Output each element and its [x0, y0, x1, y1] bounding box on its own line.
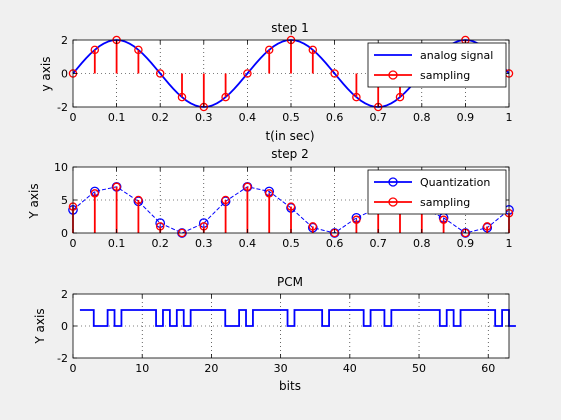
step1-xlabel: t(in sec)	[265, 129, 314, 143]
step2-legend-box	[367, 169, 507, 215]
pcm-xtick-label: 50	[412, 362, 426, 375]
step1-xtick-label: 0.4	[239, 111, 257, 124]
step2-ylabel: Y axis	[27, 183, 41, 219]
step1-marker-1	[134, 45, 143, 55]
pcm-title: PCM	[277, 275, 303, 289]
step1-xtick-label: 1	[506, 111, 513, 124]
step2-plot: step 2 Y axis 0 0.1 0.2 0.3 0.4 0.5 0.6 0.7 0.8 0…	[27, 147, 514, 250]
step2-xtick-label: 0.9	[457, 237, 475, 250]
step2-xtick-label: 0	[70, 237, 77, 250]
step2-marker-1	[221, 195, 230, 205]
step2-marker-1	[308, 222, 318, 231]
pcm-xtick-label: 60	[481, 362, 495, 375]
step1-xtick-label: 0.9	[457, 111, 475, 124]
step1-marker-1	[308, 45, 318, 55]
step1-xtick-label: 0	[70, 111, 77, 124]
step1-marker-1	[221, 92, 230, 102]
step2-legend-swatch-marker	[388, 177, 398, 187]
pcm-pcm-bit-line	[79, 309, 516, 327]
pcm-plot: PCM Y axis bits 0 10 20 30 40 50 60-202	[33, 275, 516, 393]
step2-marker-1	[243, 182, 252, 192]
step2-legend-swatch-marker	[388, 197, 398, 207]
step1-xtick-label: 0.3	[195, 111, 213, 124]
step1-marker-1	[177, 92, 187, 102]
pcm-ytick-label: 2	[61, 288, 68, 301]
step2-xtick-label: 0.6	[326, 237, 344, 250]
pcm-xtick-label: 20	[204, 362, 218, 375]
step2-xtick-label: 0.1	[108, 237, 126, 250]
step1-xtick-label: 0.6	[326, 111, 344, 124]
step2-xtick-label: 0.5	[282, 237, 300, 250]
step2-marker-1	[112, 182, 121, 192]
step2-xtick-label: 0.3	[195, 237, 213, 250]
pcm-ylabel: Y axis	[33, 308, 47, 344]
step1-legend-label: analog signal	[420, 49, 493, 62]
step2-xtick-label: 1	[506, 237, 513, 250]
step1-marker-1	[330, 69, 339, 78]
pcm-xtick-label: 30	[274, 362, 288, 375]
step2-legend-label: sampling	[420, 196, 470, 209]
step2-ytick-label: 5	[61, 194, 68, 207]
step2-ytick-label: 10	[54, 161, 68, 174]
step1-legend-label: sampling	[420, 69, 470, 82]
pcm-ytick-label: -2	[57, 352, 68, 365]
step1-ytick-label: 2	[61, 34, 68, 47]
step2-series-0-dashed-line	[72, 186, 510, 234]
step2-marker-1	[264, 189, 274, 198]
step1-ylabel: y axis	[39, 57, 53, 92]
step1-marker-1	[264, 45, 274, 55]
step2-marker-1	[482, 222, 492, 231]
pcm-ytick-label: 0	[61, 320, 68, 333]
step1-xtick-label: 0.8	[413, 111, 431, 124]
step2-title: step 2	[271, 147, 308, 161]
step2-marker-1	[286, 202, 296, 211]
step1-marker-1	[352, 92, 361, 102]
step2-ytick-label: 0	[61, 227, 68, 240]
step1-xtick-label: 0.1	[108, 111, 126, 124]
step1-ytick-label: -2	[57, 101, 68, 114]
step1-xtick-label: 0.7	[369, 111, 387, 124]
step1-legend-box	[367, 42, 507, 88]
step2-xtick-label: 0.4	[239, 237, 257, 250]
step2-xtick-label: 0.7	[369, 237, 387, 250]
step1-marker-1	[243, 69, 252, 78]
step1-xtick-label: 0.2	[151, 111, 169, 124]
step1-title: step 1	[271, 21, 308, 35]
step2-legend: Quantization sampling	[367, 169, 507, 215]
step2-marker-1	[352, 215, 361, 225]
pcm-xlabel: bits	[279, 379, 301, 393]
step2-marker-1	[439, 215, 448, 225]
pcm-xtick-label: 10	[135, 362, 149, 375]
step1-marker-1	[155, 69, 165, 78]
step2-xtick-label: 0.2	[151, 237, 169, 250]
step1-legend: analog signal sampling	[367, 42, 507, 88]
step2-marker-1	[134, 195, 143, 205]
step1-marker-1	[90, 45, 100, 55]
pcm-xtick-label: 40	[343, 362, 357, 375]
step1-legend-swatch-marker	[388, 70, 398, 80]
step2-legend-label: Quantization	[420, 176, 490, 189]
step2-xtick-label: 0.8	[413, 237, 431, 250]
step1-ytick-label: 0	[61, 68, 68, 81]
step1-plot: step 1 y axis t(in sec) 0 0.1 0.2 0.3 0.4 0.5…	[39, 21, 514, 143]
step2-marker-1	[90, 189, 100, 198]
step1-xtick-label: 0.5	[282, 111, 300, 124]
pcm-xtick-label: 0	[70, 362, 77, 375]
step1-marker-1	[395, 92, 405, 102]
